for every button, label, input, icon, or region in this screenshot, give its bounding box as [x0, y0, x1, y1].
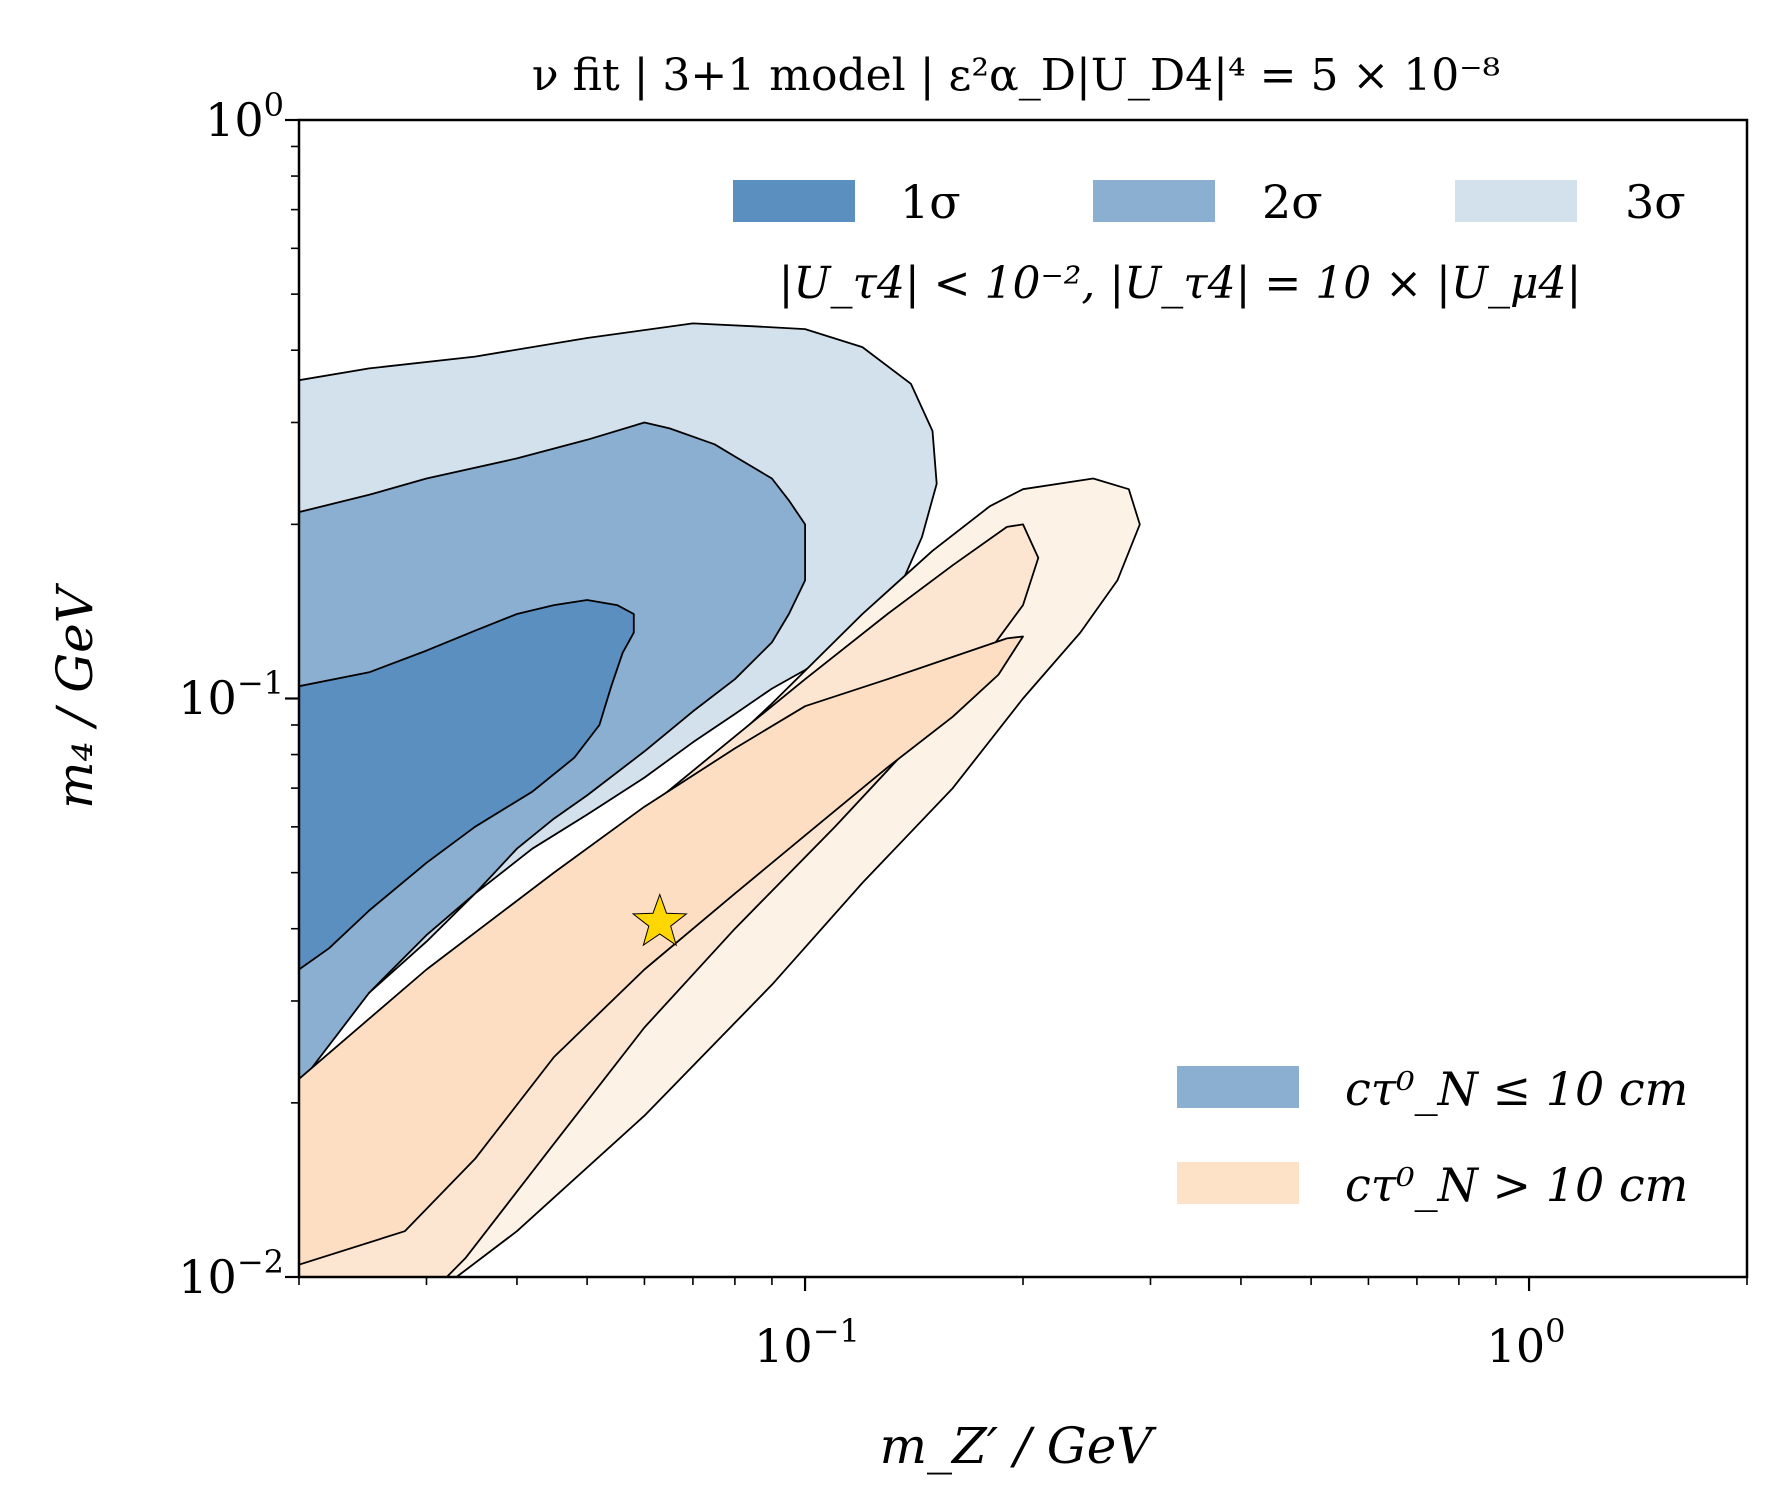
x-tick-label-1: 100: [1487, 1312, 1566, 1373]
y-axis-label: m₄ / GeV: [46, 582, 104, 809]
legend-label-long-lifetime: cτ⁰_N > 10 cm: [1345, 1158, 1688, 1212]
region-2: [299, 599, 635, 971]
y-tick-label-1: 10−1: [178, 664, 284, 725]
legend-swatch-1sigma: [733, 180, 855, 222]
legend-label-3sigma: 3σ: [1625, 175, 1686, 229]
chart-title: ν fit | 3+1 model | ε²α_D|U_D4|⁴ = 5 × 1…: [532, 50, 1500, 101]
region-5: [299, 635, 1024, 1266]
y-tick-label-2: 100: [205, 86, 284, 147]
legend-swatch-2sigma: [1093, 180, 1215, 222]
legend-label-2sigma: 2σ: [1262, 175, 1323, 229]
axis-ticks: [285, 118, 1748, 1291]
contour-regions: [299, 322, 1141, 1277]
legend-swatch-short-lifetime: [1177, 1066, 1299, 1108]
legend-swatch-3sigma: [1455, 180, 1577, 222]
legend-swatch-long-lifetime: [1177, 1162, 1299, 1204]
legend-label-1sigma: 1σ: [900, 175, 961, 229]
legend-label-short-lifetime: cτ⁰_N ≤ 10 cm: [1345, 1062, 1688, 1116]
legend-subtitle: |U_τ4| < 10⁻², |U_τ4| = 10 × |U_μ4|: [779, 258, 1582, 309]
best-fit-star-shape: [631, 893, 688, 947]
x-axis-label: m_Z′ / GeV: [880, 1417, 1158, 1475]
sigma-legend: 1σ 2σ 3σ |U_τ4| < 10⁻², |U_τ4| = 10 × |U…: [733, 175, 1686, 309]
y-tick-label-0: 10−2: [178, 1243, 284, 1304]
x-tick-label-0: 10−1: [754, 1312, 860, 1373]
best-fit-star: [631, 893, 688, 947]
lifetime-legend: cτ⁰_N ≤ 10 cm cτ⁰_N > 10 cm: [1177, 1062, 1688, 1212]
